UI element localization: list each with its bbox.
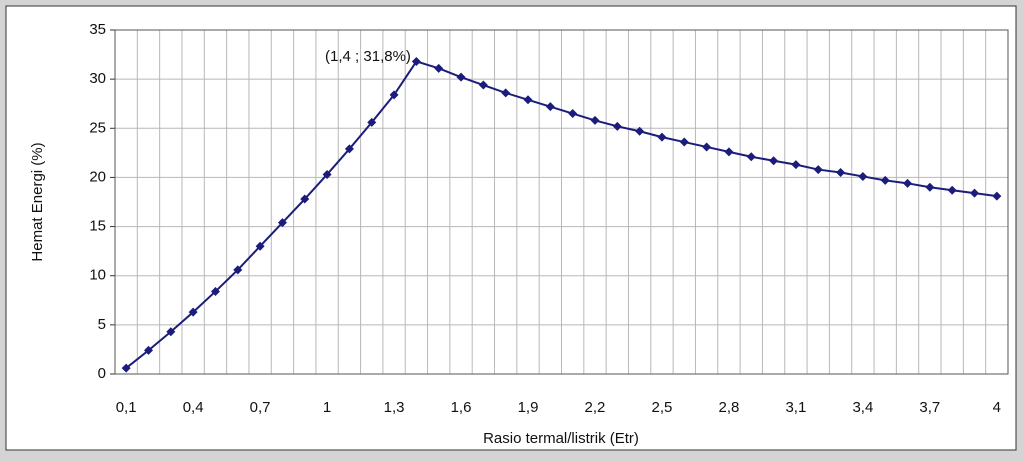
x-tick-label: 0,7	[250, 399, 271, 416]
x-tick-label: 2,8	[719, 399, 740, 416]
y-tick-label: 10	[89, 267, 106, 284]
y-tick-label: 25	[89, 119, 106, 136]
y-axis-label: Hemat Energi (%)	[29, 142, 46, 261]
x-tick-label: 1,6	[451, 399, 472, 416]
y-tick-label: 30	[89, 70, 106, 87]
x-tick-label: 2,2	[585, 399, 606, 416]
x-tick-label: 3,7	[919, 399, 940, 416]
x-tick-label: 4	[993, 399, 1001, 416]
x-tick-label: 1	[323, 399, 331, 416]
x-tick-label: 1,9	[518, 399, 539, 416]
y-tick-label: 20	[89, 168, 106, 185]
chart-area	[6, 6, 1016, 450]
annotation: (1,4 ; 31,8%)	[325, 48, 411, 65]
y-tick-label: 0	[98, 365, 106, 382]
x-tick-label: 0,4	[183, 399, 204, 416]
x-tick-label: 3,1	[785, 399, 806, 416]
chart: 0 5 10 15 20 25 30 35 0,1 0,4 0,7 1 1,3 1,6 1,9 2,2 2,5 2…	[0, 0, 1023, 456]
x-tick-label: 2,5	[652, 399, 673, 416]
x-tick-label: 1,3	[384, 399, 405, 416]
x-tick-label: 3,4	[852, 399, 873, 416]
x-tick-label: 0,1	[116, 399, 137, 416]
x-axis-label: Rasio termal/listrik (Etr)	[483, 430, 639, 447]
y-tick-label: 5	[98, 316, 106, 333]
y-tick-label: 15	[89, 218, 106, 235]
y-tick-label: 35	[89, 21, 106, 38]
